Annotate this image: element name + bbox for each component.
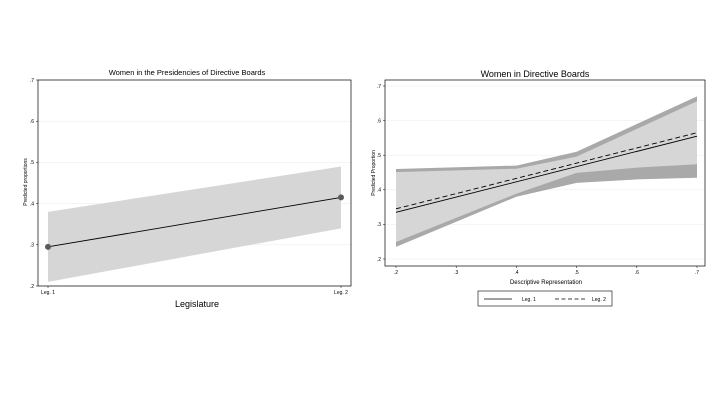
chart2-x-tick-label: .2: [394, 270, 398, 276]
chart2-x-tick-label: .5: [575, 270, 579, 276]
chart1-y-tick-label: .3: [30, 243, 34, 249]
legend-box: [477, 290, 613, 307]
chart1-y-tick-label: .4: [30, 201, 34, 207]
chart1-x-ticks: Leg. 1 Leg. 2: [41, 286, 348, 296]
chart2-x-tick-label: .6: [635, 270, 639, 276]
chart1-x-tick-label: Leg. 1: [41, 290, 55, 296]
chart2-series-lines: [395, 132, 698, 213]
chart1-y-tick-label: .7: [30, 78, 34, 84]
chart1-y-tick-label: .6: [30, 119, 34, 125]
chart1-point: [45, 243, 51, 250]
chart2-x-tick-label: .7: [695, 270, 699, 276]
chart1-x-label: Legislature: [175, 299, 219, 309]
chart2-y-tick-label: .3: [377, 222, 381, 228]
chart2-ci-overlap: [396, 101, 697, 243]
chart1-points: [45, 194, 344, 250]
chart2-y-label: Predicted Proportion: [371, 150, 377, 196]
chart2-line-leg1: [395, 135, 698, 213]
legend-leg1-label: Leg. 1: [522, 297, 536, 303]
chart1-title: Women in the Presidencies of Directive B…: [109, 68, 266, 77]
chart1-y-label: Predicted proportions: [23, 158, 29, 206]
chart-directive-boards: Women in Directive Boards .2 .3 .4 .5 .6 .7 .…: [371, 69, 706, 307]
chart2-y-tick-label: .7: [377, 84, 381, 90]
legend-leg2-label: Leg. 2: [592, 297, 606, 303]
chart2-y-tick-label: .4: [377, 188, 381, 194]
chart2-plot-frame: [384, 79, 706, 267]
chart2-y-tick-label: .2: [377, 257, 381, 263]
chart1-ci-band: [48, 166, 341, 282]
chart2-line-leg2: [395, 132, 698, 210]
chart1-y-ticks: .2 .3 .4 .5 .6 .7: [30, 78, 38, 290]
chart2-x-ticks: .2 .3 .4 .5 .6 .7: [394, 266, 699, 276]
chart1-x-tick-label: Leg. 2: [334, 290, 348, 296]
chart1-line: [47, 196, 342, 248]
chart1-y-tick-label: .5: [30, 160, 34, 166]
chart1-plot-frame: [37, 79, 352, 287]
chart2-y-tick-label: .6: [377, 118, 381, 124]
chart2-x-tick-label: .3: [454, 270, 458, 276]
chart2-y-tick-label: .5: [377, 153, 381, 159]
chart2-x-tick-label: .4: [514, 270, 518, 276]
chart-presidencies: Women in the Presidencies of Directive B…: [23, 68, 352, 309]
chart2-ci-bands: [396, 96, 697, 247]
chart2-title: Women in Directive Boards: [481, 69, 590, 79]
chart2-legend: Leg. 1 Leg. 2: [477, 290, 613, 307]
chart2-y-ticks: .2 .3 .4 .5 .6 .7: [377, 84, 385, 263]
chart1-point: [338, 194, 344, 201]
chart2-x-label: Descriptive Representation: [510, 280, 582, 286]
chart1-ci-area: [48, 166, 341, 282]
chart1-series-line: [47, 196, 342, 248]
chart1-y-tick-label: .2: [30, 284, 34, 290]
